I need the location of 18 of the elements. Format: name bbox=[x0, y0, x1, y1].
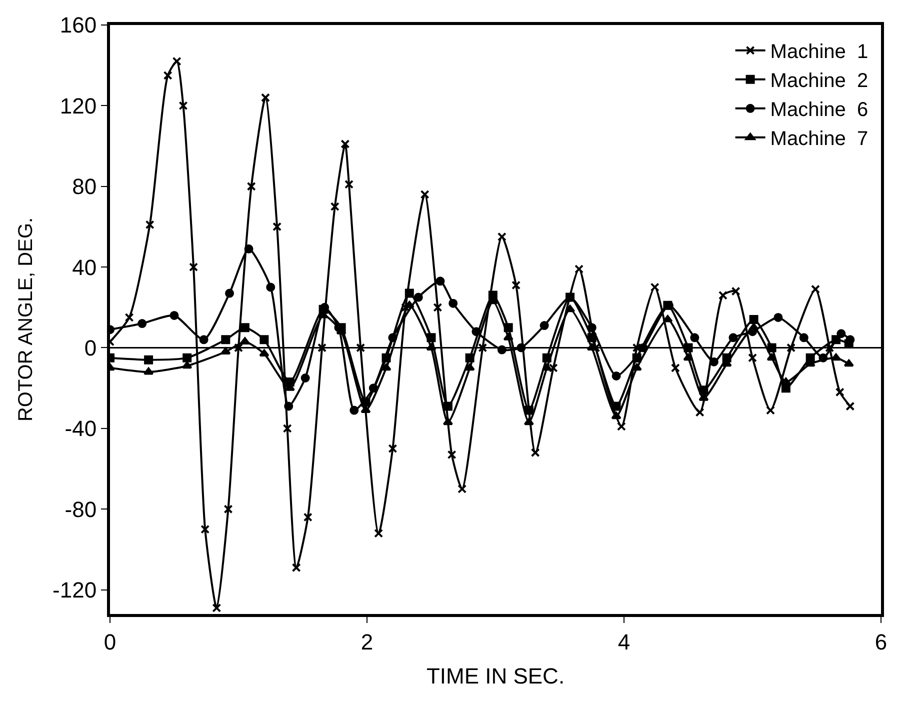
x-tick-label: 6 bbox=[874, 629, 888, 654]
y-tick-label: 0 bbox=[84, 335, 97, 360]
y-tick-label: -80 bbox=[64, 496, 97, 522]
x-tick-label: 0 bbox=[104, 629, 116, 654]
x-tick-label: 2 bbox=[360, 629, 374, 654]
y-tick-label: 80 bbox=[72, 174, 97, 200]
y-tick-label: -120 bbox=[52, 577, 97, 602]
legend-label: Machine 1 bbox=[770, 41, 868, 64]
y-tick-label: 160 bbox=[60, 12, 97, 38]
y-tick-label: -40 bbox=[64, 416, 97, 442]
y-tick-label: 40 bbox=[72, 254, 97, 280]
legend-label: Machine 2 bbox=[770, 70, 868, 92]
legend-label: Machine 7 bbox=[770, 128, 868, 150]
x-tick-label: 4 bbox=[618, 629, 630, 654]
y-tick-label: 120 bbox=[60, 93, 97, 118]
legend-label: Machine 6 bbox=[770, 99, 868, 122]
x-axis-title: TIME IN SEC. bbox=[426, 663, 565, 688]
y-axis-title: ROTOR ANGLE, DEG. bbox=[15, 217, 38, 422]
